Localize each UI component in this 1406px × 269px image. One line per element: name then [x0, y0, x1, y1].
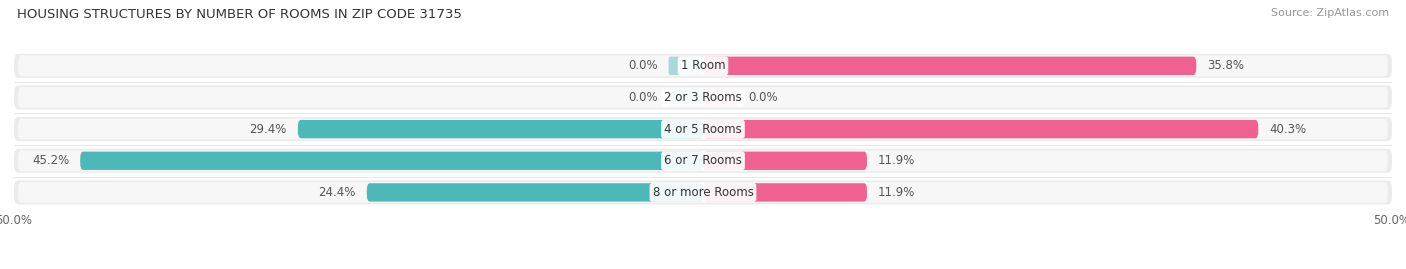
Text: Source: ZipAtlas.com: Source: ZipAtlas.com	[1271, 8, 1389, 18]
Text: 2 or 3 Rooms: 2 or 3 Rooms	[664, 91, 742, 104]
FancyBboxPatch shape	[14, 86, 1392, 109]
FancyBboxPatch shape	[14, 54, 1392, 78]
FancyBboxPatch shape	[14, 180, 1392, 204]
Text: 40.3%: 40.3%	[1270, 123, 1306, 136]
FancyBboxPatch shape	[703, 183, 868, 201]
FancyBboxPatch shape	[367, 183, 703, 201]
Text: 1 Room: 1 Room	[681, 59, 725, 72]
FancyBboxPatch shape	[703, 120, 1258, 138]
FancyBboxPatch shape	[18, 87, 1388, 108]
FancyBboxPatch shape	[703, 88, 738, 107]
Text: 0.0%: 0.0%	[628, 59, 658, 72]
FancyBboxPatch shape	[18, 119, 1388, 140]
Text: 35.8%: 35.8%	[1208, 59, 1244, 72]
Text: 45.2%: 45.2%	[32, 154, 69, 167]
FancyBboxPatch shape	[669, 88, 703, 107]
Text: 4 or 5 Rooms: 4 or 5 Rooms	[664, 123, 742, 136]
Text: 8 or more Rooms: 8 or more Rooms	[652, 186, 754, 199]
Text: 0.0%: 0.0%	[748, 91, 778, 104]
Text: 0.0%: 0.0%	[628, 91, 658, 104]
FancyBboxPatch shape	[703, 152, 868, 170]
Text: 24.4%: 24.4%	[318, 186, 356, 199]
FancyBboxPatch shape	[80, 152, 703, 170]
Text: HOUSING STRUCTURES BY NUMBER OF ROOMS IN ZIP CODE 31735: HOUSING STRUCTURES BY NUMBER OF ROOMS IN…	[17, 8, 461, 21]
FancyBboxPatch shape	[18, 182, 1388, 203]
FancyBboxPatch shape	[14, 149, 1392, 173]
FancyBboxPatch shape	[14, 117, 1392, 141]
FancyBboxPatch shape	[669, 57, 703, 75]
Text: 11.9%: 11.9%	[877, 154, 915, 167]
Text: 29.4%: 29.4%	[249, 123, 287, 136]
FancyBboxPatch shape	[18, 150, 1388, 171]
Text: 6 or 7 Rooms: 6 or 7 Rooms	[664, 154, 742, 167]
FancyBboxPatch shape	[298, 120, 703, 138]
Text: 11.9%: 11.9%	[877, 186, 915, 199]
FancyBboxPatch shape	[703, 57, 1197, 75]
FancyBboxPatch shape	[18, 55, 1388, 76]
